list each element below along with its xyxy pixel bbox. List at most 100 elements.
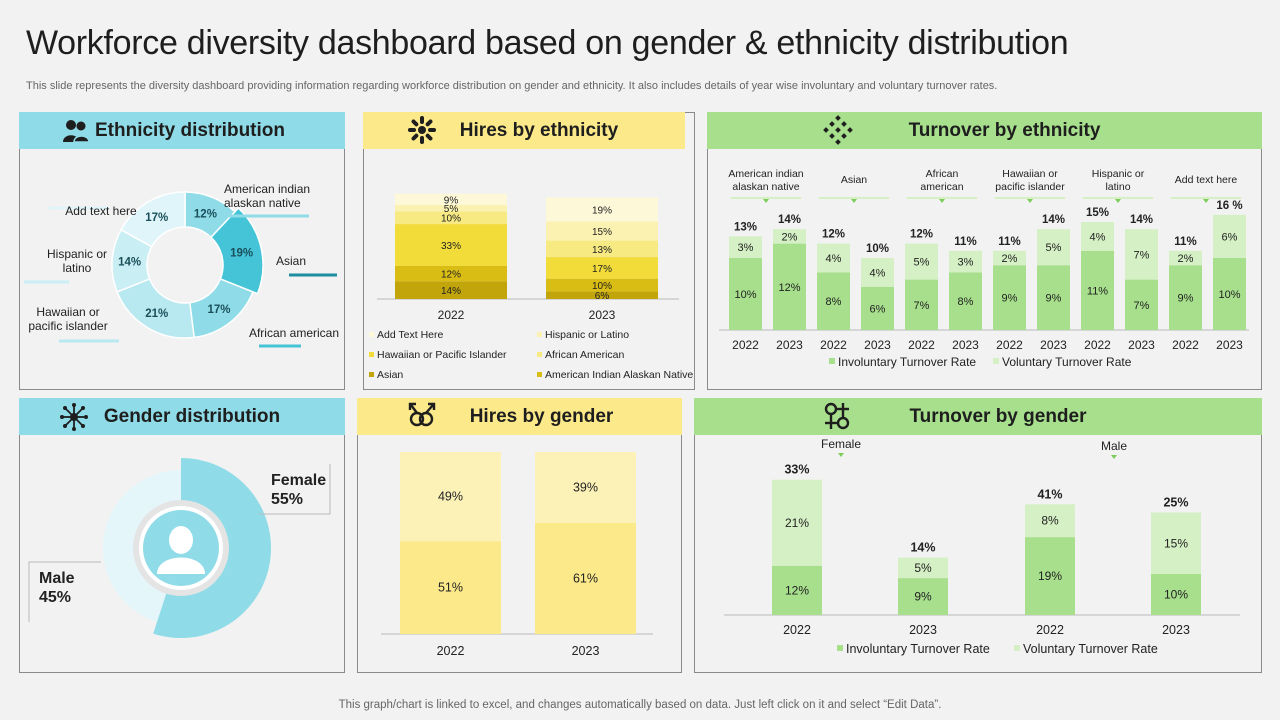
legend-involuntary: Involuntary Turnover Rate xyxy=(846,642,990,656)
gender-distribution-title: Gender distribution xyxy=(103,405,281,427)
involuntary-label: 9% xyxy=(1178,293,1194,305)
bar-involuntary xyxy=(817,272,850,330)
bar-voluntary xyxy=(773,229,806,244)
bar-segment xyxy=(546,221,658,241)
involuntary-label: 11% xyxy=(1087,285,1108,297)
segment-label: 61% xyxy=(573,571,598,585)
legend-swatch-involuntary xyxy=(837,645,843,651)
ethnicity-distribution-title: Ethnicity distribution xyxy=(95,119,285,141)
legend-voluntary: Voluntary Turnover Rate xyxy=(1002,355,1132,369)
legend-label: Hispanic or Latino xyxy=(545,329,629,341)
bar-voluntary xyxy=(1037,229,1070,266)
gender-donut-chart: Female 55% Male 45% xyxy=(28,458,331,638)
x-tick-label: 2022 xyxy=(438,308,465,322)
involuntary-label: 6% xyxy=(870,303,886,315)
group-label: american xyxy=(920,181,963,193)
bar-involuntary xyxy=(1037,265,1070,330)
bar-segment xyxy=(546,291,658,299)
involuntary-label: 8% xyxy=(958,296,974,308)
segment-label: 51% xyxy=(438,581,463,595)
callout-line xyxy=(28,561,101,622)
voluntary-label: 5% xyxy=(1046,242,1062,254)
x-tick-label: 2022 xyxy=(908,338,935,352)
segment-label: 39% xyxy=(573,480,598,494)
segment-label: 19% xyxy=(592,205,612,216)
total-label: 14% xyxy=(910,541,935,555)
legend-label: African American xyxy=(545,349,625,361)
involuntary-label: 9% xyxy=(914,590,932,604)
group-label-female: Female xyxy=(821,437,861,451)
legend-voluntary: Voluntary Turnover Rate xyxy=(1023,642,1158,656)
donut-slice-male xyxy=(103,470,181,623)
total-label: 33% xyxy=(784,463,809,477)
segment-label: 33% xyxy=(441,241,461,252)
total-label: 12% xyxy=(910,229,933,241)
involuntary-label: 12% xyxy=(778,282,800,294)
donut-slice xyxy=(120,191,186,248)
turnover-by-gender-title: Turnover by gender xyxy=(909,405,1087,427)
bar-voluntary xyxy=(1125,229,1158,280)
group-label: Add text here xyxy=(1175,174,1238,186)
avatar-body xyxy=(157,557,205,574)
gender-distribution-header: Gender distribution xyxy=(19,398,345,435)
total-label: 10% xyxy=(866,243,889,255)
segment-label: 17% xyxy=(592,264,612,275)
avatar-head xyxy=(169,526,193,554)
total-label: 14% xyxy=(1130,214,1153,226)
bar-voluntary xyxy=(1081,222,1114,251)
slice-label: 21% xyxy=(145,308,168,320)
legend-swatch xyxy=(369,352,374,357)
turnover-by-ethnicity-title: Turnover by ethnicity xyxy=(908,119,1101,141)
legend-swatch-voluntary xyxy=(993,358,999,364)
bar-involuntary xyxy=(1213,258,1246,330)
involuntary-label: 9% xyxy=(1002,293,1018,305)
bar-involuntary xyxy=(861,286,894,330)
bar-segment xyxy=(395,205,507,212)
x-tick-label: 2023 xyxy=(1128,338,1155,352)
voluntary-label: 21% xyxy=(785,516,809,530)
x-tick-label: 2023 xyxy=(1162,623,1190,637)
involuntary-label: 19% xyxy=(1038,569,1062,583)
callout-line xyxy=(259,464,331,515)
slice-label: 14% xyxy=(118,257,141,269)
group-label-male: Male xyxy=(1101,439,1127,453)
group-pointer xyxy=(1111,455,1117,459)
x-tick-label: 2023 xyxy=(909,623,937,637)
callout-add-text: Add text here xyxy=(65,204,137,218)
segment-label: 5% xyxy=(444,204,459,215)
bar-voluntary xyxy=(817,243,850,273)
ethnicity-donut-chart: 12% 19% 17% 21% 14% 17% xyxy=(24,191,337,348)
x-tick-label: 2022 xyxy=(1172,338,1199,352)
bar-involuntary xyxy=(1151,574,1201,615)
bar-involuntary xyxy=(1025,537,1075,615)
legend-swatch-involuntary xyxy=(829,358,835,364)
bar-segment xyxy=(535,452,636,523)
group-pointer xyxy=(939,199,945,203)
slice-label: 12% xyxy=(194,208,217,220)
x-tick-label: 2022 xyxy=(820,338,847,352)
bar-involuntary xyxy=(1081,250,1114,330)
x-tick-label: 2023 xyxy=(776,338,803,352)
group-label: Hawaiian or xyxy=(1002,168,1058,180)
group-pointer xyxy=(838,453,844,457)
bar-segment xyxy=(400,452,501,542)
voluntary-label: 6% xyxy=(1222,231,1238,243)
x-tick-label: 2023 xyxy=(572,644,600,658)
total-label: 15% xyxy=(1086,207,1109,219)
bar-segment xyxy=(395,211,507,225)
bar-voluntary xyxy=(993,250,1026,266)
bar-segment xyxy=(395,265,507,282)
voluntary-label: 2% xyxy=(1002,253,1018,265)
x-tick-label: 2023 xyxy=(589,308,616,322)
bar-voluntary xyxy=(949,250,982,273)
female-label: Female xyxy=(271,472,326,489)
bar-voluntary xyxy=(1213,214,1246,258)
starburst-icon xyxy=(408,116,436,144)
segment-label: 14% xyxy=(441,286,461,297)
turnover-by-ethnicity-header: Turnover by ethnicity xyxy=(707,112,1262,149)
ethnicity-distribution-header: Ethnicity distribution xyxy=(19,112,345,149)
involuntary-label: 7% xyxy=(914,300,930,312)
x-tick-label: 2022 xyxy=(996,338,1023,352)
bar-segment xyxy=(546,257,658,279)
